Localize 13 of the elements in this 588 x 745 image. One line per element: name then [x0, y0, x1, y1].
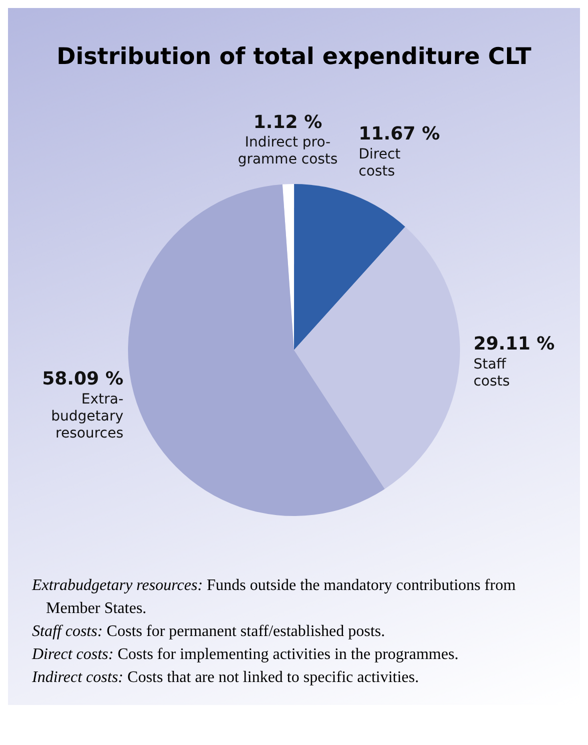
data-label: 29.11 % [473, 334, 555, 355]
chart-title: Distribution of total expenditure CLT [56, 43, 532, 70]
text: Indirect costs: Costs that are not linked to specific activities. [32, 668, 420, 688]
data-label: 11.67 % [358, 124, 440, 145]
slice-label: Extra- budgetary resources [51, 391, 124, 442]
data-label: 1.12 % [253, 112, 322, 133]
slice-label: Staff costs [473, 356, 510, 390]
data-label: 58.09 % [42, 368, 124, 390]
text: Extrabudgetary resources: Funds outside the mandatory contributions from Member States. [32, 577, 516, 617]
text: Direct costs: Costs for implementing activities in the programmes. [32, 645, 460, 665]
slice-label: Indirect pro- gramme costs [238, 134, 338, 168]
slice-label: Direct costs [358, 146, 402, 180]
text: Staff costs: Costs for permanent staff/established posts. [32, 622, 386, 642]
